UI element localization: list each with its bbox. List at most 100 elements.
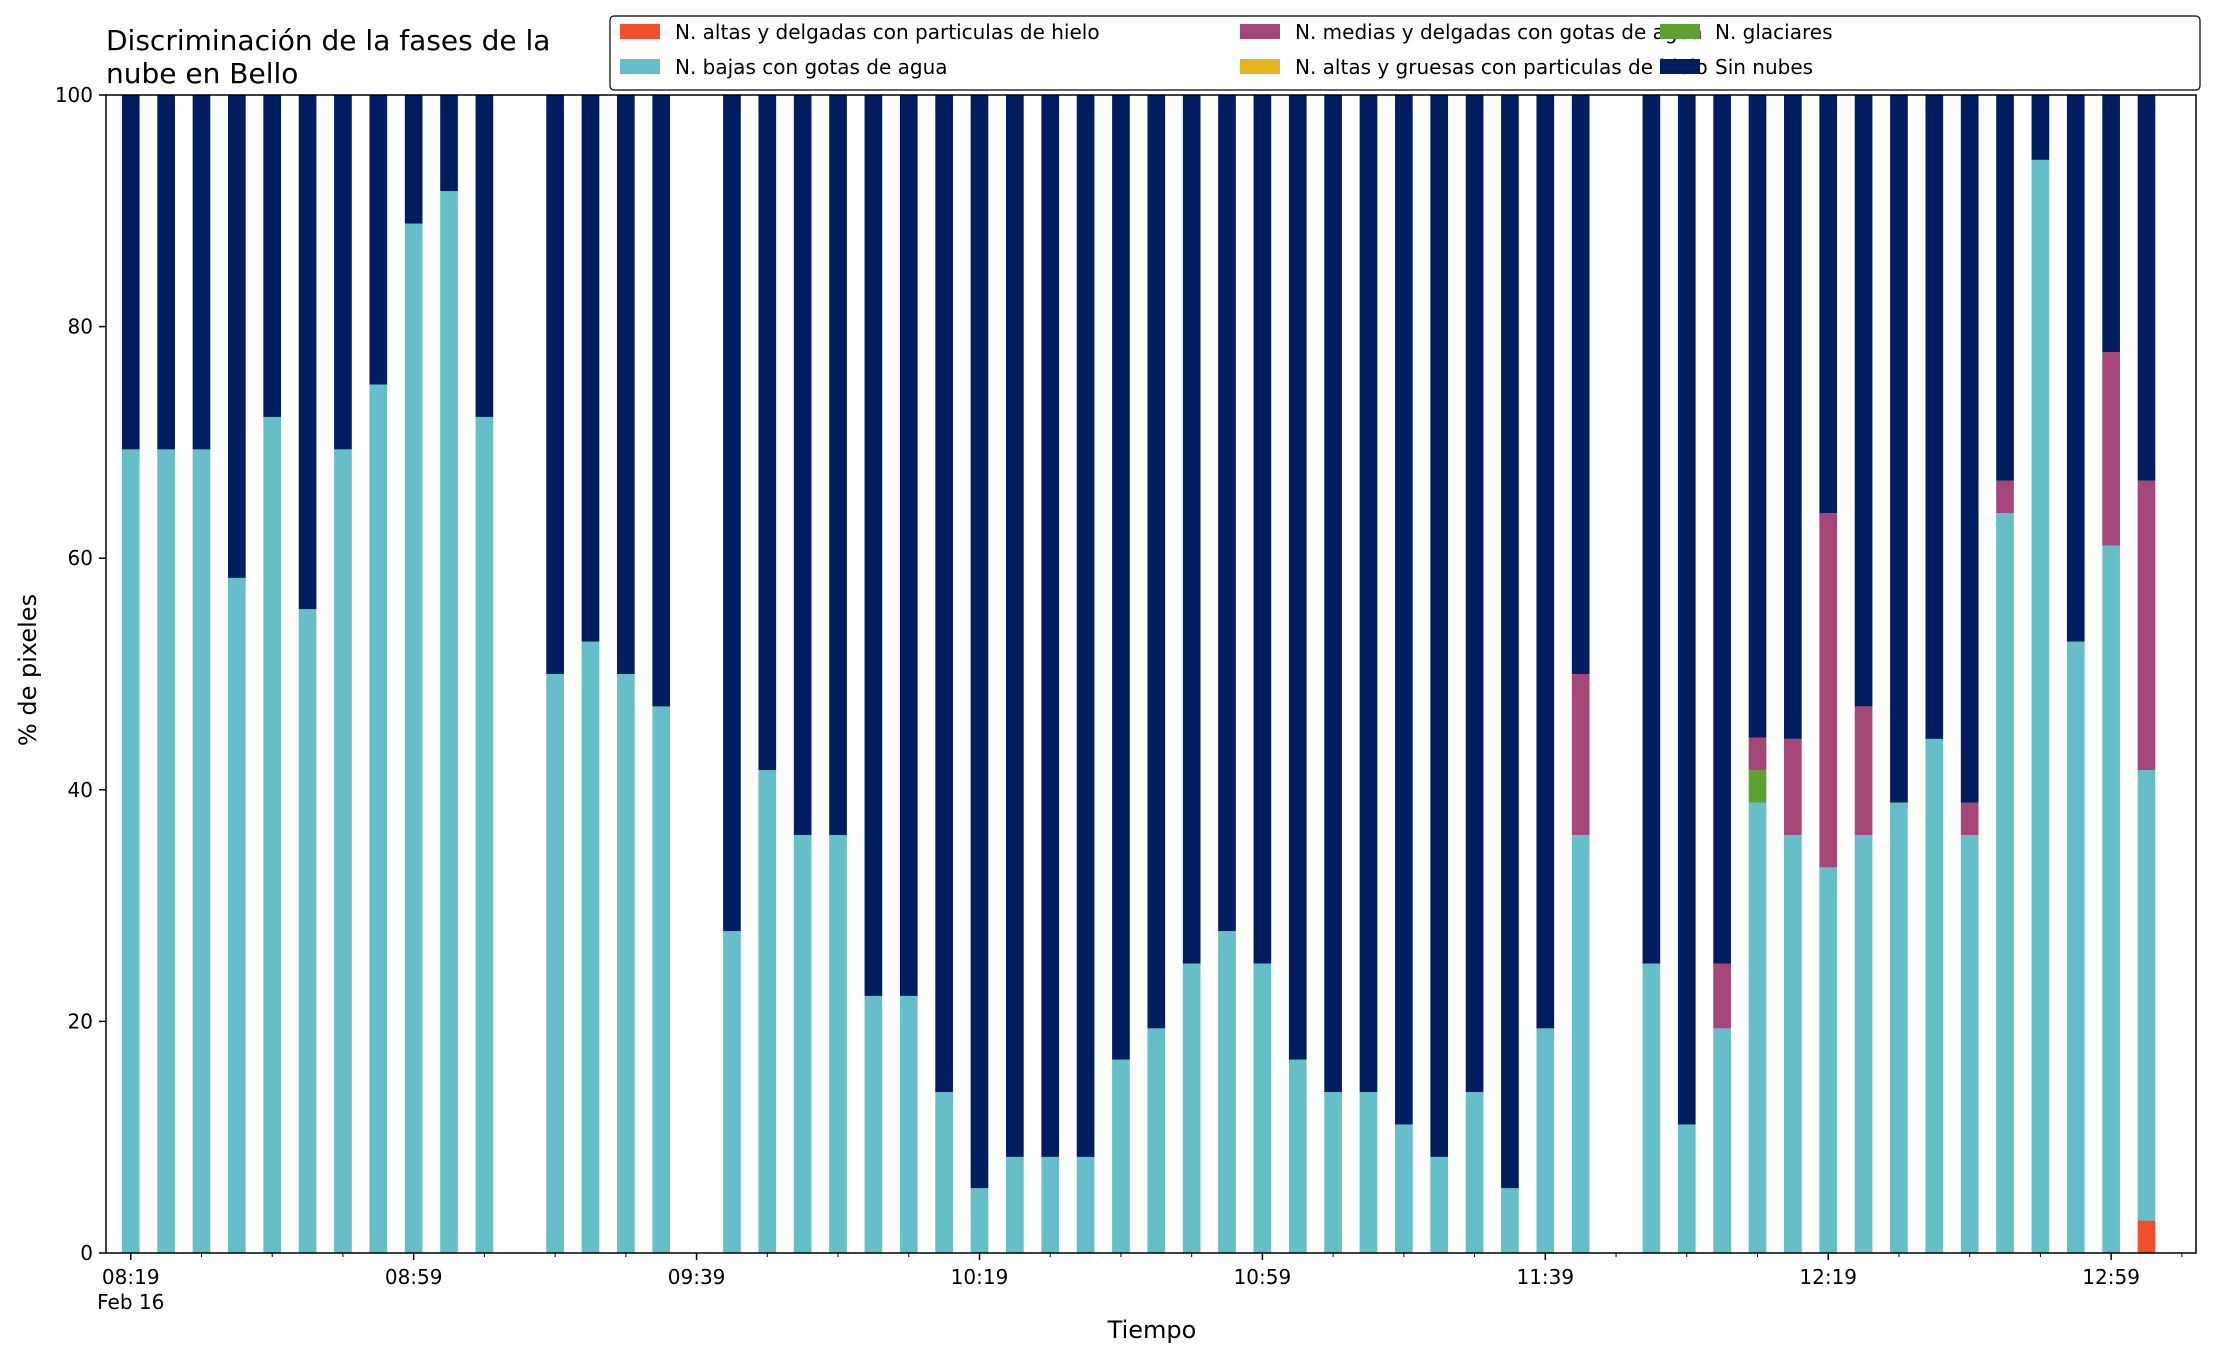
bar-segment-24-5: [1041, 95, 1060, 1157]
bar-segment-52-5: [2066, 95, 2085, 642]
bar-segment-21-5: [935, 95, 953, 1093]
bar-segment-44-5: [1784, 95, 1802, 739]
bar-segment-54-5: [2137, 95, 2156, 481]
bar-segment-45-5: [1819, 95, 1838, 514]
bar-segment-13-2: [617, 674, 635, 1253]
bar-segment-42-5: [1713, 95, 1731, 964]
bar-segment-31-5: [1288, 95, 1307, 1060]
bar-segment-48-5: [1925, 95, 1944, 739]
bar-segment-44-4: [1784, 738, 1802, 835]
bar-segment-42-4: [1713, 963, 1731, 1029]
bar-segment-47-2: [1890, 802, 1908, 1253]
bar-segment-20-5: [899, 95, 918, 996]
y-tick-label: 80: [68, 315, 93, 339]
bar-segment-0-2: [121, 449, 140, 1254]
bar-segment-44-2: [1784, 834, 1802, 1253]
bar-segment-34-5: [1395, 95, 1413, 1125]
legend-label-3: N. glaciares: [1715, 20, 1833, 44]
bar-segment-16-2: [758, 770, 777, 1253]
bar-segment-22-5: [970, 95, 989, 1189]
bar-segment-12-2: [581, 641, 600, 1253]
bar-segment-1-5: [157, 95, 175, 450]
bar-segment-20-2: [899, 995, 918, 1253]
bar-segment-9-5: [440, 95, 458, 192]
bar-segment-38-2: [1536, 1028, 1555, 1253]
bar-segment-32-2: [1324, 1092, 1342, 1253]
bar-segment-33-5: [1359, 95, 1378, 1093]
bar-segment-10-5: [475, 95, 494, 417]
bar-segment-28-5: [1182, 95, 1201, 964]
legend-swatch-3: [1660, 24, 1700, 39]
x-tick-label: 10:19: [951, 1265, 1009, 1289]
legend-label-1: N. altas y gruesas con particulas de hie…: [1295, 55, 1708, 79]
legend-swatch-4: [1240, 24, 1280, 39]
bar-segment-30-5: [1253, 95, 1272, 964]
bar-segment-16-5: [758, 95, 777, 771]
legend-box: [609, 15, 2201, 91]
x-tick-label: 12:19: [1799, 1265, 1857, 1289]
bar-segment-3-5: [228, 95, 246, 578]
bar-segment-51-2: [2031, 159, 2050, 1254]
bar-segment-3-2: [228, 577, 246, 1253]
bar-segment-7-2: [369, 384, 388, 1253]
x-tick-label: 09:39: [668, 1265, 726, 1289]
x-tick-sublabel: Feb 16: [97, 1290, 164, 1314]
bar-segment-49-4: [1960, 802, 1979, 835]
bar-segment-37-2: [1501, 1188, 1519, 1253]
bar-segment-40-5: [1642, 95, 1661, 964]
chart-title-line-2: nube en Bello: [106, 57, 298, 90]
bar-segment-35-5: [1430, 95, 1449, 1157]
bar-segment-18-2: [829, 834, 847, 1253]
bar-segment-33-2: [1359, 1092, 1378, 1253]
bar-segment-23-2: [1006, 1156, 1024, 1253]
bar-segment-43-4: [1748, 737, 1767, 771]
bar-segment-4-2: [263, 416, 282, 1253]
bar-segment-54-4: [2137, 480, 2156, 771]
bar-segment-49-2: [1960, 834, 1979, 1253]
y-tick-label: 0: [80, 1241, 93, 1265]
bar-segment-12-5: [581, 95, 600, 642]
legend-swatch-2: [620, 59, 660, 74]
bar-segment-32-5: [1324, 95, 1342, 1093]
x-tick-label: 12:59: [2082, 1265, 2140, 1289]
bar-segment-24-2: [1041, 1156, 1060, 1253]
bars-layer: [121, 95, 2156, 1254]
bar-segment-28-2: [1182, 963, 1201, 1253]
bar-segment-29-5: [1218, 95, 1236, 932]
bar-segment-39-2: [1571, 834, 1590, 1253]
bar-segment-2-5: [192, 95, 211, 450]
x-tick-label: 11:39: [1516, 1265, 1574, 1289]
bar-segment-50-4: [1996, 480, 2014, 514]
bar-segment-50-2: [1996, 513, 2014, 1253]
bar-segment-36-2: [1465, 1092, 1484, 1253]
bar-segment-9-2: [440, 191, 458, 1254]
y-tick-label: 60: [68, 546, 93, 570]
bar-segment-8-2: [404, 223, 423, 1253]
bar-segment-51-5: [2031, 95, 2050, 160]
y-tick-label: 20: [68, 1009, 93, 1033]
bar-segment-49-5: [1960, 95, 1979, 803]
y-tick-label: 40: [68, 778, 93, 802]
bar-segment-40-2: [1642, 963, 1661, 1253]
bar-segment-38-5: [1536, 95, 1555, 1029]
bar-segment-39-4: [1571, 674, 1590, 835]
x-tick-label: 08:19: [102, 1265, 160, 1289]
legend-label-4: N. medias y delgadas con gotas de agua: [1295, 20, 1703, 44]
bar-segment-5-2: [298, 609, 317, 1253]
bar-segment-2-2: [192, 449, 211, 1254]
y-tick-label: 100: [55, 83, 93, 107]
bar-segment-46-5: [1854, 95, 1873, 707]
bar-segment-43-5: [1748, 95, 1767, 738]
chart-title-line-1: Discriminación de la fases de la: [106, 24, 550, 57]
legend-label-0: N. altas y delgadas con particulas de hi…: [675, 20, 1100, 44]
legend-swatch-5: [1660, 59, 1700, 74]
bar-segment-53-5: [2102, 95, 2120, 353]
bar-segment-11-2: [546, 674, 564, 1253]
bar-segment-6-5: [334, 95, 352, 450]
bar-segment-31-2: [1288, 1059, 1307, 1253]
bar-segment-48-2: [1925, 738, 1944, 1253]
bar-segment-10-2: [475, 416, 494, 1253]
